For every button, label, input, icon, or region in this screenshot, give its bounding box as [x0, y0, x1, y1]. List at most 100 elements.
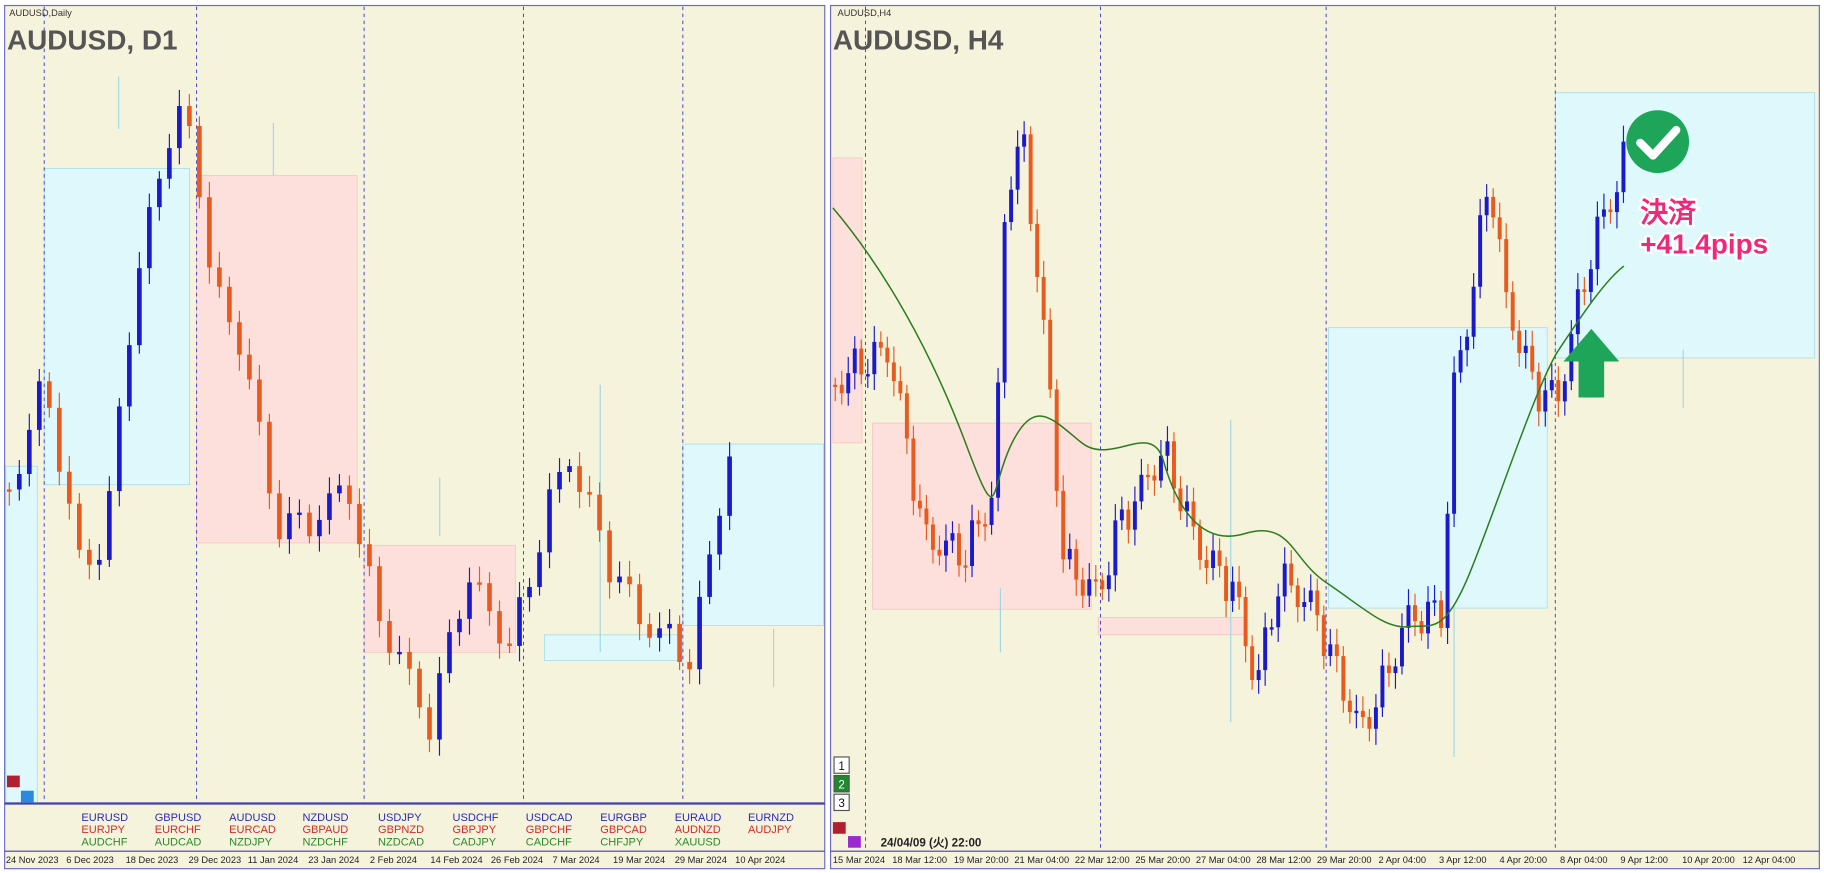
candle-body	[1224, 566, 1229, 601]
candle-body	[717, 515, 722, 555]
candle-body	[347, 485, 352, 504]
symbol-link[interactable]: AUDCHF	[81, 836, 127, 848]
x-date-label: 21 Mar 04:00	[1014, 855, 1069, 865]
symbol-link[interactable]: XAUUSD	[675, 836, 721, 848]
zone	[43, 168, 190, 486]
symbol-link[interactable]: GBPAUD	[302, 824, 348, 836]
symbol-link[interactable]: AUDNZD	[675, 824, 721, 836]
x-date-label: 25 Mar 20:00	[1135, 855, 1190, 865]
symbol-link[interactable]: EURJPY	[81, 824, 125, 836]
tab-button[interactable]	[833, 756, 850, 774]
symbol-link[interactable]: USDCAD	[526, 812, 573, 824]
candle-body	[57, 407, 62, 472]
x-date-label: 29 Dec 2023	[188, 855, 241, 865]
symbol-link[interactable]: NZDCAD	[378, 836, 424, 848]
symbol-link[interactable]: EURGBP	[600, 812, 647, 824]
symbol-link[interactable]: CHFJPY	[600, 836, 644, 848]
candle-body	[1465, 336, 1470, 351]
symbol-link[interactable]: AUDJPY	[748, 824, 792, 836]
candle-body	[1178, 488, 1183, 512]
symbol-link[interactable]: CADJPY	[453, 836, 497, 848]
candle-body	[970, 520, 975, 566]
tab-button[interactable]	[833, 793, 850, 812]
close-button[interactable]	[832, 822, 846, 834]
symbol-link[interactable]: EURAUD	[675, 812, 722, 824]
symbol-link[interactable]: NZDJPY	[229, 836, 273, 848]
candle-body	[1491, 196, 1496, 218]
x-date-label: 10 Apr 20:00	[1682, 855, 1735, 865]
candle-body	[1276, 596, 1281, 628]
candle-body	[937, 549, 942, 556]
zone	[5, 465, 38, 804]
candle-body	[1119, 509, 1124, 521]
symbol-link[interactable]: GBPCHF	[526, 824, 572, 836]
candle-body	[1041, 276, 1046, 320]
candle-body	[1289, 563, 1294, 586]
candle-body	[1295, 585, 1300, 607]
symbol-link[interactable]: CADCHF	[526, 836, 572, 848]
tab-button[interactable]	[833, 775, 850, 793]
candle-body	[447, 632, 452, 674]
candle-body	[1601, 209, 1606, 217]
candle-body	[237, 322, 242, 355]
symbol-link[interactable]: USDJPY	[378, 812, 422, 824]
candle-body	[1048, 319, 1053, 390]
candle-body	[1139, 474, 1144, 502]
candle-body	[1158, 455, 1163, 481]
candle-body	[1575, 289, 1580, 335]
x-date-label: 2 Feb 2024	[370, 855, 417, 865]
x-date-label: 22 Mar 12:00	[1075, 855, 1130, 865]
settings-button[interactable]	[848, 836, 861, 848]
candle-body	[1393, 666, 1398, 674]
symbol-link[interactable]: GBPNZD	[378, 824, 424, 836]
candle-body	[567, 466, 572, 473]
candle-body	[377, 566, 382, 622]
candle-body	[865, 374, 870, 377]
symbol-link[interactable]: GBPJPY	[453, 824, 497, 836]
candle-body	[1145, 474, 1150, 478]
candle-body	[1002, 222, 1007, 383]
candle-body	[127, 345, 132, 407]
candle-body	[147, 207, 152, 269]
x-date-label: 24 Nov 2023	[6, 855, 59, 865]
candle-body	[667, 623, 672, 629]
candle-body	[930, 524, 935, 550]
candle-body	[1198, 526, 1203, 560]
symbol-link[interactable]: GBPCAD	[600, 824, 647, 836]
candle-body	[1458, 350, 1463, 373]
symbol-link[interactable]: USDCHF	[453, 812, 499, 824]
settings-button[interactable]	[20, 790, 34, 803]
symbol-link[interactable]: NZDCHF	[302, 836, 348, 848]
x-date-label: 19 Mar 2024	[613, 855, 665, 865]
symbol-link[interactable]: NZDUSD	[302, 812, 348, 824]
symbol-link[interactable]: AUDUSD	[229, 812, 276, 824]
x-date-label: 12 Apr 04:00	[1743, 855, 1796, 865]
zone	[682, 443, 824, 626]
candle-body	[597, 494, 602, 531]
candle-body	[1608, 209, 1613, 213]
symbol-link[interactable]: EURUSD	[81, 812, 128, 824]
candle-body	[707, 554, 712, 597]
zone	[1328, 327, 1548, 609]
candle-body	[517, 597, 522, 646]
check-mark	[1636, 125, 1681, 160]
symbol-link[interactable]: AUDCAD	[155, 836, 202, 848]
candle-body	[1562, 381, 1567, 402]
candle-body	[1334, 644, 1339, 657]
candle-body	[287, 513, 292, 540]
candle-body	[87, 549, 92, 565]
x-date-label: 23 Jan 2024	[308, 855, 359, 865]
candle-body	[1067, 548, 1072, 560]
tab-label: 2	[838, 778, 844, 791]
x-date-label: 2 Apr 04:00	[1378, 855, 1426, 865]
symbol-link[interactable]: EURCHF	[155, 824, 201, 836]
symbol-link[interactable]: EURNZD	[748, 812, 794, 824]
symbol-link[interactable]: EURCAD	[229, 824, 276, 836]
x-date-label: 10 Apr 2024	[735, 855, 785, 865]
close-button[interactable]	[6, 775, 20, 788]
candle-body	[1256, 670, 1261, 681]
symbol-link[interactable]: GBPUSD	[155, 812, 202, 824]
candle-body	[1321, 615, 1326, 657]
